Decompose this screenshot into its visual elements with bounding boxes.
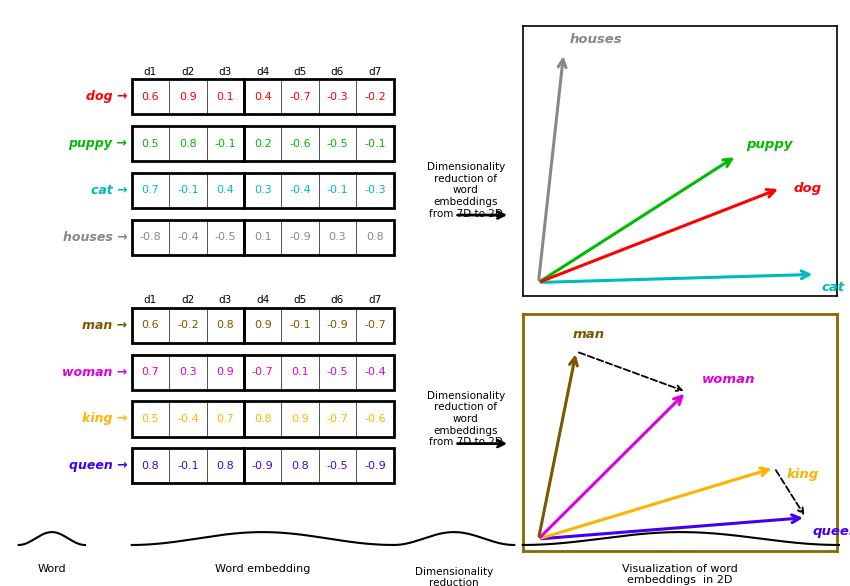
Text: -0.1: -0.1 bbox=[326, 185, 348, 196]
Text: 0.2: 0.2 bbox=[254, 138, 271, 149]
Text: 0.9: 0.9 bbox=[217, 367, 234, 377]
Text: 0.7: 0.7 bbox=[142, 185, 159, 196]
Text: -0.9: -0.9 bbox=[289, 232, 311, 243]
Text: 0.9: 0.9 bbox=[254, 320, 271, 331]
Text: 0.7: 0.7 bbox=[142, 367, 159, 377]
Text: dog: dog bbox=[793, 182, 821, 195]
Text: d7: d7 bbox=[368, 67, 382, 77]
Text: -0.6: -0.6 bbox=[364, 414, 386, 424]
Text: d4: d4 bbox=[256, 67, 269, 77]
Text: puppy →: puppy → bbox=[69, 137, 128, 150]
Text: houses: houses bbox=[570, 33, 622, 46]
Text: woman →: woman → bbox=[62, 366, 128, 379]
Text: dog →: dog → bbox=[86, 90, 128, 103]
Text: -0.9: -0.9 bbox=[364, 461, 386, 471]
Text: -0.1: -0.1 bbox=[177, 185, 199, 196]
Text: 0.1: 0.1 bbox=[217, 91, 234, 102]
Text: -0.7: -0.7 bbox=[326, 414, 348, 424]
Text: d5: d5 bbox=[293, 295, 307, 305]
Text: -0.9: -0.9 bbox=[252, 461, 274, 471]
Text: d3: d3 bbox=[218, 295, 232, 305]
Text: d2: d2 bbox=[181, 295, 195, 305]
Text: -0.1: -0.1 bbox=[289, 320, 311, 331]
Text: d4: d4 bbox=[256, 295, 269, 305]
Text: d6: d6 bbox=[331, 67, 344, 77]
Text: king →: king → bbox=[82, 413, 128, 425]
Text: 0.4: 0.4 bbox=[254, 91, 271, 102]
Text: 0.9: 0.9 bbox=[179, 91, 196, 102]
Text: 0.5: 0.5 bbox=[142, 414, 159, 424]
Text: -0.5: -0.5 bbox=[214, 232, 236, 243]
Text: 0.6: 0.6 bbox=[142, 91, 159, 102]
Text: 0.4: 0.4 bbox=[217, 185, 234, 196]
Text: 0.8: 0.8 bbox=[179, 138, 196, 149]
Text: 0.8: 0.8 bbox=[142, 461, 159, 471]
Text: -0.2: -0.2 bbox=[177, 320, 199, 331]
Text: -0.8: -0.8 bbox=[139, 232, 162, 243]
Text: puppy: puppy bbox=[746, 138, 792, 151]
Text: Dimensionality
reduction: Dimensionality reduction bbox=[415, 567, 493, 586]
Text: 0.8: 0.8 bbox=[292, 461, 309, 471]
Text: cat →: cat → bbox=[91, 184, 128, 197]
Text: man: man bbox=[573, 328, 605, 342]
Text: -0.1: -0.1 bbox=[214, 138, 236, 149]
Text: d6: d6 bbox=[331, 295, 344, 305]
Text: -0.5: -0.5 bbox=[326, 367, 348, 377]
Text: queen: queen bbox=[812, 526, 850, 539]
Text: 0.8: 0.8 bbox=[254, 414, 271, 424]
Text: 0.1: 0.1 bbox=[254, 232, 271, 243]
Text: d2: d2 bbox=[181, 67, 195, 77]
Text: -0.1: -0.1 bbox=[177, 461, 199, 471]
Text: 0.3: 0.3 bbox=[329, 232, 346, 243]
Text: -0.2: -0.2 bbox=[364, 91, 386, 102]
Text: -0.4: -0.4 bbox=[177, 414, 199, 424]
Text: -0.5: -0.5 bbox=[326, 461, 348, 471]
Text: Word: Word bbox=[37, 564, 66, 574]
Text: d1: d1 bbox=[144, 295, 157, 305]
Text: man →: man → bbox=[82, 319, 128, 332]
Text: -0.5: -0.5 bbox=[326, 138, 348, 149]
Text: Word embedding: Word embedding bbox=[215, 564, 310, 574]
Text: -0.7: -0.7 bbox=[252, 367, 274, 377]
Text: -0.7: -0.7 bbox=[364, 320, 386, 331]
Text: -0.3: -0.3 bbox=[364, 185, 386, 196]
Text: Dimensionality
reduction of
word
embeddings
from 7D to 2D: Dimensionality reduction of word embeddi… bbox=[427, 162, 505, 219]
Text: d5: d5 bbox=[293, 67, 307, 77]
Text: -0.4: -0.4 bbox=[289, 185, 311, 196]
Text: 0.3: 0.3 bbox=[254, 185, 271, 196]
Text: Visualization of word
embeddings  in 2D: Visualization of word embeddings in 2D bbox=[622, 564, 738, 585]
Text: d3: d3 bbox=[218, 67, 232, 77]
Text: 0.3: 0.3 bbox=[179, 367, 196, 377]
Text: 0.8: 0.8 bbox=[217, 461, 234, 471]
Text: Dimensionality
reduction of
word
embeddings
from 7D to 2D: Dimensionality reduction of word embeddi… bbox=[427, 391, 505, 447]
Text: 0.5: 0.5 bbox=[142, 138, 159, 149]
Text: 0.9: 0.9 bbox=[292, 414, 309, 424]
Text: woman: woman bbox=[702, 373, 756, 386]
Text: cat: cat bbox=[821, 281, 845, 294]
Text: 0.7: 0.7 bbox=[217, 414, 234, 424]
Text: -0.7: -0.7 bbox=[289, 91, 311, 102]
Text: king: king bbox=[787, 468, 819, 481]
Text: 0.6: 0.6 bbox=[142, 320, 159, 331]
Text: d7: d7 bbox=[368, 295, 382, 305]
Text: 0.8: 0.8 bbox=[217, 320, 234, 331]
Text: houses →: houses → bbox=[63, 231, 128, 244]
Text: -0.9: -0.9 bbox=[326, 320, 348, 331]
Text: 0.1: 0.1 bbox=[292, 367, 309, 377]
Text: 0.8: 0.8 bbox=[366, 232, 383, 243]
Text: -0.3: -0.3 bbox=[326, 91, 348, 102]
Text: d1: d1 bbox=[144, 67, 157, 77]
Text: -0.6: -0.6 bbox=[289, 138, 311, 149]
Text: -0.4: -0.4 bbox=[364, 367, 386, 377]
Text: queen →: queen → bbox=[69, 459, 128, 472]
Text: -0.4: -0.4 bbox=[177, 232, 199, 243]
Text: -0.1: -0.1 bbox=[364, 138, 386, 149]
